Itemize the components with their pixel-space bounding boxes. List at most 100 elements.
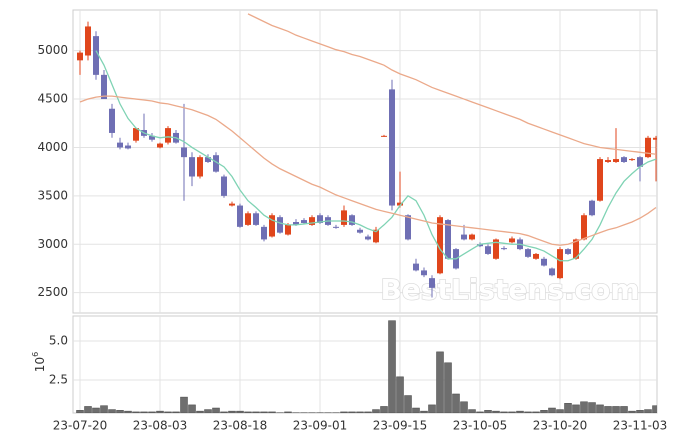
candle-body <box>541 259 547 266</box>
candle-body <box>469 235 475 240</box>
candle-body <box>101 75 107 99</box>
candle-body <box>229 204 235 206</box>
candle-body <box>261 227 267 240</box>
candle-body <box>301 220 307 223</box>
volume-bar <box>461 402 468 413</box>
volume-bar <box>213 408 220 413</box>
volume-bar <box>85 406 92 413</box>
candle-body <box>181 147 187 157</box>
volume-bar <box>501 412 508 413</box>
volume-bar <box>221 412 228 413</box>
volume-bar <box>573 405 580 413</box>
volume-bar <box>389 321 396 413</box>
candle-body <box>421 270 427 275</box>
candle-body <box>485 246 491 254</box>
volume-bar <box>77 410 84 413</box>
y-tick-label: 4000 <box>37 140 68 154</box>
candle-body <box>445 220 451 259</box>
candle-body <box>117 143 123 148</box>
volume-bar <box>141 412 148 413</box>
volume-bar <box>445 363 452 413</box>
volume-bar <box>269 412 276 413</box>
candle-body <box>389 89 395 205</box>
volume-bar <box>653 406 660 413</box>
volume-bar <box>93 408 100 413</box>
y-tick-label: 3000 <box>37 237 68 251</box>
volume-multiplier: 106 <box>31 352 47 372</box>
volume-bar <box>485 410 492 413</box>
volume-bar <box>437 352 444 413</box>
candle-body <box>125 146 131 149</box>
candle-body <box>157 144 163 148</box>
candle-body <box>285 225 291 235</box>
volume-bar <box>421 411 428 413</box>
x-tick-label: 23-09-15 <box>373 419 427 433</box>
price-frame <box>73 10 657 313</box>
price-plot: BestListens.com <box>73 10 659 313</box>
volume-bar <box>469 410 476 413</box>
volume-bar <box>517 411 524 413</box>
candle-body <box>245 213 251 225</box>
candle-body <box>365 237 371 240</box>
volume-bar <box>245 412 252 413</box>
candle-body <box>509 238 515 242</box>
volume-bar <box>541 410 548 413</box>
candle-body <box>549 268 555 275</box>
volume-bar <box>181 397 188 413</box>
candle-body <box>85 26 91 55</box>
x-tick-label: 23-10-20 <box>533 419 587 433</box>
candle-body <box>277 217 283 232</box>
x-tick-label: 23-10-05 <box>453 419 507 433</box>
candle-body <box>597 159 603 201</box>
volume-bar <box>341 412 348 413</box>
y-tick-label: 5.0 <box>49 333 68 347</box>
candle-body <box>381 136 387 137</box>
volume-bar <box>429 405 436 413</box>
x-tick-label: 23-07-20 <box>53 419 107 433</box>
x-tick-label: 23-11-03 <box>613 419 667 433</box>
volume-bar <box>109 410 116 413</box>
candle-body <box>525 249 531 257</box>
volume-bar <box>605 406 612 413</box>
candle-body <box>197 157 203 176</box>
y-tick-label: 3500 <box>37 188 68 202</box>
volume-bar <box>493 411 500 413</box>
candle-body <box>165 128 171 143</box>
volume-bar <box>157 411 164 413</box>
volume-bar <box>509 412 516 413</box>
candle-body <box>341 210 347 225</box>
volume-bar <box>453 394 460 413</box>
candle-body <box>405 215 411 239</box>
candle-body <box>253 213 259 225</box>
volume-bar <box>525 412 532 413</box>
candle-body <box>77 53 83 61</box>
y-tick-label: 2500 <box>37 285 68 299</box>
volume-bar <box>557 410 564 413</box>
volume-bar <box>621 406 628 413</box>
volume-bar <box>125 411 132 413</box>
candle-body <box>109 109 115 133</box>
volume-bar <box>589 403 596 413</box>
volume-bar <box>397 377 404 413</box>
candle-body <box>645 138 651 157</box>
volume-bar <box>117 410 124 413</box>
volume-bar <box>413 408 420 413</box>
volume-bar <box>533 412 540 413</box>
candle-body <box>565 249 571 254</box>
volume-bar <box>549 408 556 413</box>
volume-bar <box>189 405 196 413</box>
volume-bar <box>365 412 372 413</box>
candle-body <box>429 278 435 288</box>
volume-bar <box>101 406 108 413</box>
candle-body <box>581 215 587 239</box>
volume-bar <box>165 412 172 413</box>
candle-body <box>501 248 507 249</box>
volume-bar <box>357 412 364 413</box>
volume-plot <box>73 316 660 413</box>
x-tick-label: 23-08-18 <box>213 419 267 433</box>
volume-bar <box>629 411 636 413</box>
candle-body <box>613 159 619 162</box>
candle-body <box>629 159 635 160</box>
